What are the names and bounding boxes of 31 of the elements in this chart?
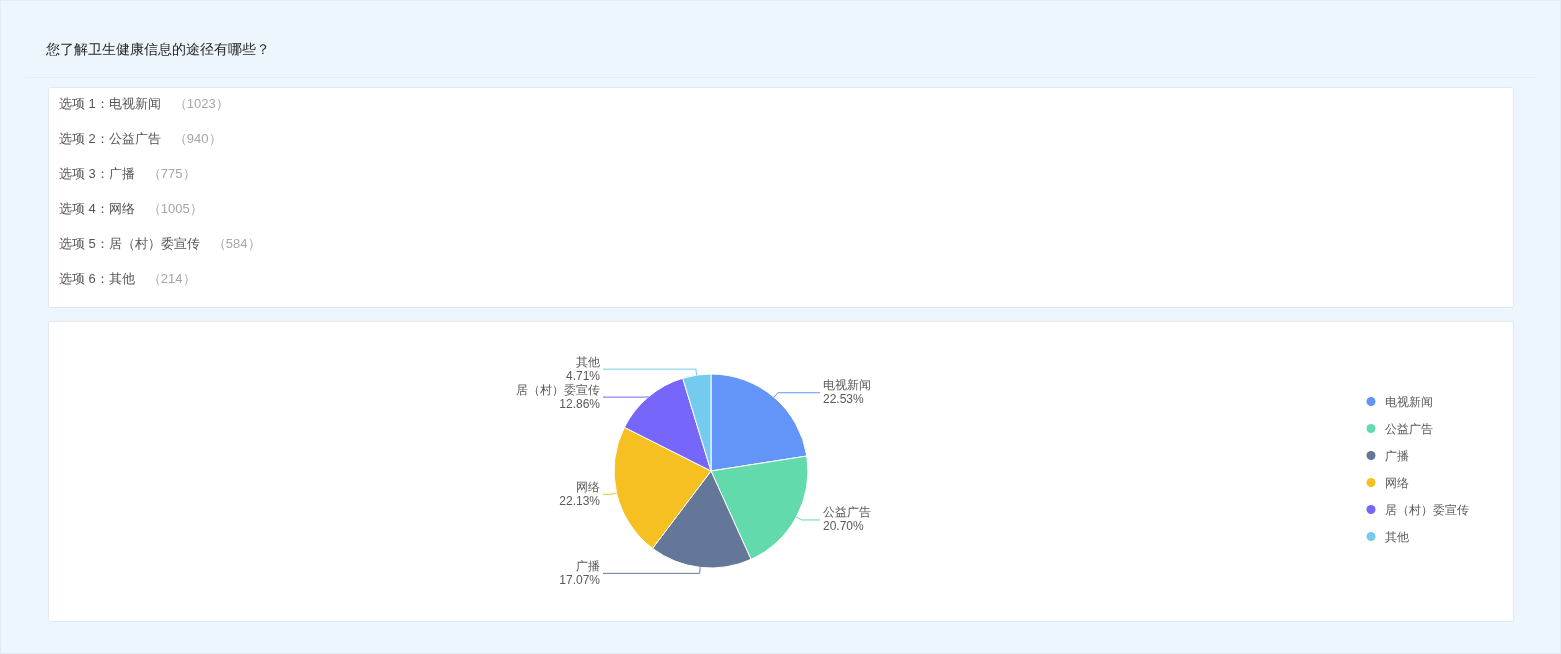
data-label: 22.53%: [823, 392, 865, 407]
text: 选项 5：居（村）委宣传: [59, 235, 200, 251]
legend-label: 居（村）委宣传: [1385, 502, 1469, 517]
legend-label: 电视新闻: [1385, 394, 1433, 409]
text: 选项 6：其他: [59, 270, 135, 286]
data-label: 12.86%: [559, 396, 601, 411]
slice-label: 公益广告: [823, 505, 871, 520]
slice-label: 电视新闻: [823, 378, 871, 393]
text: （775）: [147, 165, 196, 181]
text: 选项 4：网络: [59, 200, 135, 216]
legend-label: 网络: [1385, 475, 1409, 490]
text: 您了解卫生健康信息的途径有哪些？: [45, 41, 270, 57]
data-label: 20.70%: [823, 519, 865, 534]
legend-label: 其他: [1385, 529, 1409, 544]
text: （584）: [212, 235, 261, 251]
text: （1023）: [173, 95, 229, 111]
slice-label: 广播: [576, 558, 600, 573]
data-label: 22.13%: [559, 493, 601, 508]
data-label: 4.71%: [565, 368, 601, 383]
slice-label: 网络: [576, 479, 600, 494]
legend-label: 广播: [1385, 448, 1409, 463]
text: （1005）: [147, 200, 203, 216]
data-label: 17.07%: [559, 572, 601, 587]
legend-label: 公益广告: [1385, 421, 1433, 436]
slice-label: 居（村）委宣传: [516, 382, 600, 397]
slice-label: 其他: [576, 354, 600, 369]
text: （940）: [173, 130, 222, 146]
text: （214）: [147, 270, 196, 286]
text: 选项 1：电视新闻: [59, 95, 161, 111]
text: 选项 2：公益广告: [59, 130, 161, 146]
text: 选项 3：广播: [59, 165, 135, 181]
